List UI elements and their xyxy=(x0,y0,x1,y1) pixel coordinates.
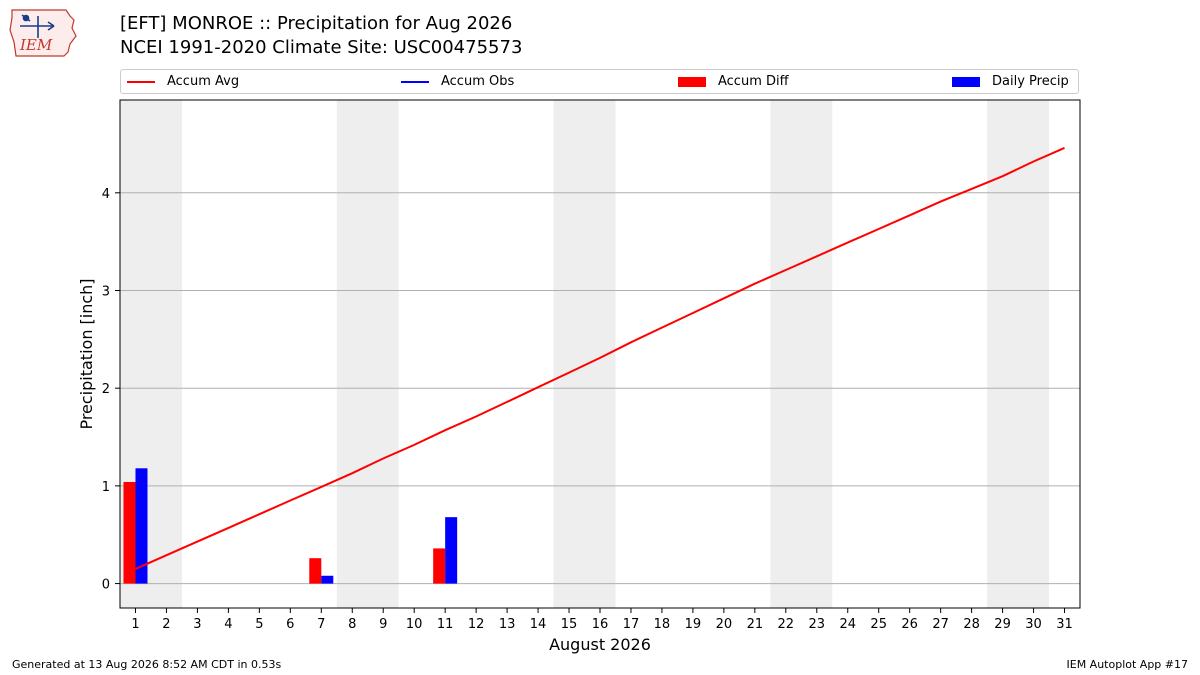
legend-swatch xyxy=(401,80,429,83)
bar-daily-precip xyxy=(321,575,334,584)
x-tick-label: 12 xyxy=(468,617,485,632)
x-tick-label: 1 xyxy=(131,617,139,632)
y-tick-label: 0 xyxy=(102,578,110,593)
x-tick-label: 14 xyxy=(530,617,547,632)
weekend-band xyxy=(336,100,399,608)
y-axis-label: Precipitation [inch] xyxy=(77,278,96,429)
x-tick-label: 24 xyxy=(839,617,856,632)
x-tick-label: 7 xyxy=(317,617,325,632)
bar-accum-diff xyxy=(309,558,322,584)
logo-text: IEM xyxy=(19,36,53,54)
x-tick-label: 11 xyxy=(437,617,454,632)
legend-item-accum-avg: Accum Avg xyxy=(127,70,239,93)
x-tick-label: 20 xyxy=(716,617,733,632)
x-tick-label: 17 xyxy=(623,617,640,632)
x-axis-label: August 2026 xyxy=(549,635,651,654)
y-tick-label: 4 xyxy=(102,187,110,202)
x-tick-label: 3 xyxy=(193,617,201,632)
x-tick-label: 16 xyxy=(592,617,609,632)
x-tick-label: 2 xyxy=(162,617,170,632)
weather-vane-icon xyxy=(20,14,55,38)
weekend-band xyxy=(987,100,1050,608)
x-tick-label: 26 xyxy=(901,617,918,632)
line-accum-avg xyxy=(135,146,1065,570)
x-tick-label: 18 xyxy=(654,617,671,632)
legend-swatch xyxy=(678,76,706,87)
x-tick-label: 19 xyxy=(685,617,702,632)
weekend-band xyxy=(553,100,616,608)
x-tick-label: 9 xyxy=(379,617,387,632)
x-tick-label: 5 xyxy=(255,617,263,632)
bar-accum-diff xyxy=(123,481,136,584)
iem-logo: IEM xyxy=(9,9,77,57)
legend-item-accum-obs: Accum Obs xyxy=(401,70,514,93)
bar-daily-precip xyxy=(445,517,458,584)
x-tick-label: 21 xyxy=(747,617,764,632)
weekend-band xyxy=(770,100,833,608)
x-tick-label: 23 xyxy=(809,617,826,632)
generated-note: Generated at 13 Aug 2026 8:52 AM CDT in … xyxy=(12,658,282,671)
legend: Accum Avg Accum Obs Accum Diff Daily Pre… xyxy=(120,69,1079,94)
legend-swatch xyxy=(127,80,155,83)
x-tick-label: 8 xyxy=(348,617,356,632)
legend-label: Daily Precip xyxy=(992,74,1069,89)
bar-accum-diff xyxy=(433,548,446,584)
x-tick-label: 4 xyxy=(224,617,232,632)
x-tick-label: 31 xyxy=(1056,617,1073,632)
iowa-outline-icon xyxy=(9,9,77,57)
x-tick-label: 28 xyxy=(963,617,980,632)
legend-label: Accum Avg xyxy=(167,74,240,89)
y-tick-label: 2 xyxy=(102,382,110,397)
app-credit: IEM Autoplot App #17 xyxy=(1066,658,1189,671)
x-tick-label: 27 xyxy=(932,617,949,632)
legend-label: Accum Obs xyxy=(441,74,515,89)
legend-label: Accum Diff xyxy=(718,74,789,89)
x-tick-label: 6 xyxy=(286,617,294,632)
chart-title: [EFT] MONROE :: Precipitation for Aug 20… xyxy=(120,12,522,60)
bar-daily-precip xyxy=(135,468,148,584)
legend-item-accum-diff: Accum Diff xyxy=(678,70,789,93)
x-tick-label: 10 xyxy=(406,617,423,632)
x-tick-label: 25 xyxy=(870,617,887,632)
y-tick-label: 1 xyxy=(102,480,110,495)
y-tick-label: 3 xyxy=(102,285,110,300)
x-tick-label: 13 xyxy=(499,617,516,632)
x-tick-label: 15 xyxy=(561,617,578,632)
chart-title-line1: [EFT] MONROE :: Precipitation for Aug 20… xyxy=(120,13,513,34)
chart-title-line2: NCEI 1991-2020 Climate Site: USC00475573 xyxy=(120,37,523,58)
legend-swatch xyxy=(952,76,980,87)
x-tick-label: 30 xyxy=(1025,617,1042,632)
x-tick-label: 22 xyxy=(778,617,795,632)
legend-item-daily-precip: Daily Precip xyxy=(952,70,1069,93)
x-tick-label: 29 xyxy=(994,617,1011,632)
